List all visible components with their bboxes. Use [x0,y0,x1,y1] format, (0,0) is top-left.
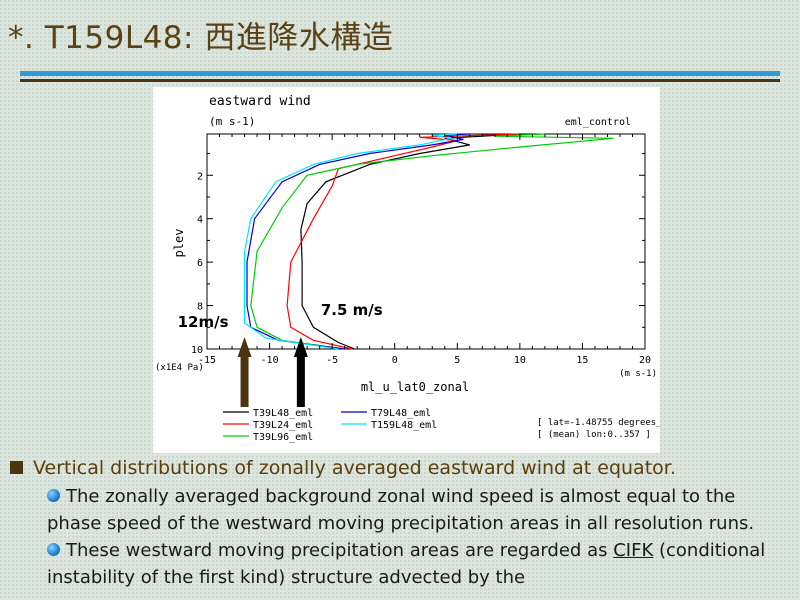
x-tick-label: 5 [454,355,460,366]
annotation-arrow-head [237,337,252,357]
series-line-t39l96-eml [250,133,614,350]
legend-label: T39L96_eml [253,432,313,443]
sub-bullet-2-text-after: (conditional instability of the first ki… [47,540,766,588]
x-tick-label: 0 [392,355,398,366]
x-tick-label: -15 [198,355,216,366]
y-tick-label: 4 [197,215,203,226]
y-tick-label: 6 [197,258,203,269]
y-tick-label: 2 [197,171,203,182]
info-line-2: [ (mean) lon:0..357 ] [537,430,651,440]
y-tick-label: 8 [197,302,203,313]
wind-profile-chart: -15 -10 -5 0 5 10 15 20 2 4 6 8 10 eastward wind (m … [155,94,660,443]
chart-subtitle: (m s-1) [209,115,255,128]
chart-run-label: eml_control [565,117,631,128]
legend-label: T39L48_eml [253,408,313,419]
annotation-arrow-shaft [240,355,249,407]
sub-bullet-1-text: The zonally averaged background zonal wi… [47,486,755,534]
annotation-arrow-shaft [296,355,305,407]
main-bullet-text: Vertical distributions of zonally averag… [33,457,676,479]
x-tick-label: 15 [576,355,588,366]
legend-label: T39L24_eml [253,420,313,431]
title-rule-blue [20,71,780,76]
annotation-arrow-head [293,337,308,357]
main-bullet: Vertical distributions of zonally averag… [10,456,790,480]
legend-label: T79L48_eml [371,408,431,419]
y-axis-label: plev [172,229,186,258]
square-bullet-icon [10,461,23,474]
legend-label: T159L48_eml [371,420,437,431]
sub-bullet-list: The zonally averaged background zonal wi… [47,483,767,591]
chart-title: eastward wind [209,94,311,109]
y-tick-label: 10 [191,345,203,356]
series-line-t159l48-eml [243,133,458,350]
x-axis-label: ml_u_lat0_zonal [361,380,469,394]
x-axis-unit: (m s-1) [619,369,657,379]
x-tick-label: -10 [261,355,279,366]
title-rule-dark [20,79,780,82]
x-tick-label: 20 [639,355,651,366]
y-axis-unit: (x1E4 Pa) [155,363,204,373]
x-tick-label: -5 [326,355,338,366]
figure-panel: -15 -10 -5 0 5 10 15 20 2 4 6 8 10 eastward wind (m … [153,87,660,453]
annotation-label: 7.5 m/s [321,301,383,319]
annotation-label: 12m/s [178,313,229,331]
sub-bullet-2: These westward moving precipitation area… [47,537,767,591]
round-bullet-icon [47,489,60,502]
info-line-1: [ lat=-1.48755 degrees_ [537,418,660,428]
sub-bullet-1: The zonally averaged background zonal wi… [47,483,767,537]
sub-bullet-2-text-before: These westward moving precipitation area… [66,540,614,561]
slide-title: *. T159L48: 西進降水構造 [8,20,394,56]
round-bullet-icon [47,543,60,556]
cifk-link[interactable]: CIFK [613,540,654,561]
x-tick-label: 10 [514,355,526,366]
plot-frame [206,133,646,350]
